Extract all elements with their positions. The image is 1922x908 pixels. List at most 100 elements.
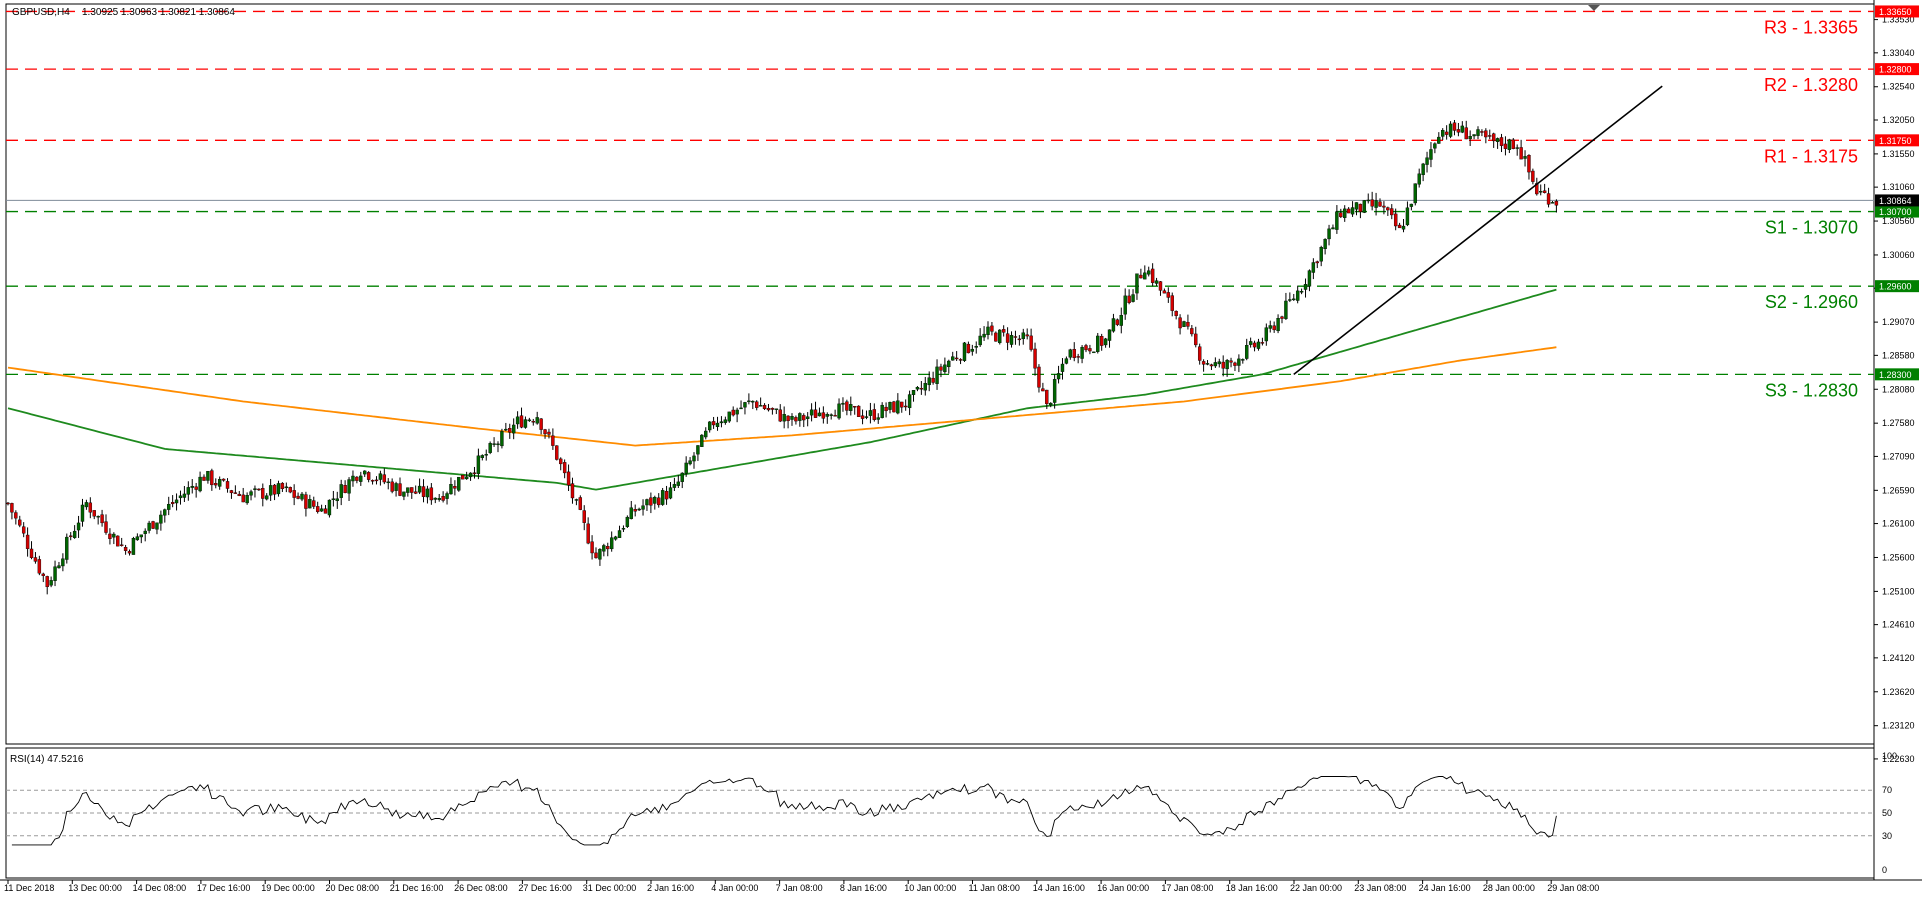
- price-tick-label-17: 1.25100: [1882, 586, 1915, 596]
- candle-bull: [1237, 358, 1241, 366]
- candle-bull: [704, 430, 708, 438]
- candle-bull: [217, 479, 222, 487]
- candle-bear: [1527, 155, 1531, 173]
- candle-bull: [492, 443, 496, 445]
- price-tick-label-14: 1.26590: [1882, 485, 1915, 495]
- candle-bear: [151, 521, 155, 529]
- moving-averages: [7, 288, 1557, 491]
- level-tag-0: 1.33650: [1879, 7, 1912, 17]
- candle-bear: [1084, 345, 1088, 351]
- candle-bear: [170, 502, 175, 505]
- candle-bear: [29, 548, 34, 558]
- candle-bear: [1099, 336, 1104, 346]
- candle-bear: [1503, 143, 1508, 149]
- candle-bull: [523, 419, 528, 428]
- candle-bull: [1182, 321, 1186, 327]
- candle-bear: [1072, 349, 1076, 358]
- candle-bull: [864, 416, 869, 418]
- candle-bear: [1546, 193, 1551, 205]
- candle-bear: [860, 415, 865, 419]
- candle-bear: [41, 573, 45, 576]
- price-tick-label-18: 1.24610: [1882, 620, 1915, 630]
- level-tag-5: 1.28300: [1879, 370, 1912, 380]
- candle-bull: [61, 558, 65, 567]
- candle-bull: [1080, 346, 1084, 359]
- candle-bull: [386, 481, 390, 484]
- candle-bull: [998, 329, 1002, 344]
- rsi-tick-label-2: 50: [1882, 808, 1892, 818]
- candle-bear: [18, 519, 22, 526]
- time-label-22: 24 Jan 16:00: [1419, 883, 1471, 893]
- candle-bull: [974, 346, 978, 348]
- candle-bull: [351, 475, 355, 482]
- trendline[interactable]: [1293, 85, 1663, 375]
- candle-bull: [1448, 123, 1453, 137]
- candle-bull: [437, 498, 441, 500]
- candle-bear: [551, 435, 555, 446]
- candle-bear: [1393, 213, 1398, 227]
- candle-bull: [692, 455, 696, 462]
- price-tick-label-5: 1.31060: [1882, 182, 1915, 192]
- candle-bear: [762, 404, 767, 410]
- candle-bear: [296, 495, 300, 499]
- candle-bull: [1409, 203, 1414, 207]
- candle-bull: [1147, 270, 1151, 275]
- candle-bear: [1005, 333, 1010, 343]
- candle-bull: [1217, 361, 1221, 365]
- candle-bull: [1441, 129, 1445, 137]
- scroll-marker-icon[interactable]: [1588, 5, 1600, 11]
- candle-bull: [751, 400, 755, 403]
- candle-bear: [229, 490, 234, 494]
- candle-bull: [1107, 329, 1112, 341]
- candle-bear: [606, 546, 610, 550]
- time-label-5: 20 Dec 08:00: [326, 883, 380, 893]
- candle-bear: [578, 497, 583, 510]
- candle-bear: [1029, 335, 1033, 350]
- candle-bull: [268, 485, 273, 496]
- sr-levels: R3 - 1.3365 R2 - 1.3280 R1 - 1.3175 S1 - 1.…: [6, 10, 1874, 400]
- rsi-line: [11, 775, 1557, 846]
- time-label-10: 2 Jan 16:00: [647, 883, 694, 893]
- candle-bull: [978, 335, 982, 346]
- current-price-tag: 1.30864: [1879, 196, 1912, 206]
- candle-bear: [966, 343, 971, 354]
- time-label-2: 14 Dec 08:00: [133, 883, 187, 893]
- time-label-15: 11 Jan 08:00: [969, 883, 1020, 893]
- candle-bull: [457, 476, 461, 491]
- candle-bull: [163, 509, 167, 516]
- candle-bear: [390, 481, 394, 492]
- candle-bull: [265, 495, 269, 500]
- candle-bull: [829, 414, 833, 416]
- level-label-3: S1 - 1.3070: [1765, 218, 1858, 238]
- candle-bear: [1174, 311, 1178, 316]
- price-tick-label-20: 1.23620: [1882, 687, 1915, 697]
- price-tick-label-9: 1.29070: [1882, 317, 1915, 327]
- time-label-23: 28 Jan 00:00: [1483, 883, 1535, 893]
- level-label-2: R1 - 1.3175: [1764, 146, 1858, 166]
- candle-bull: [65, 536, 69, 560]
- time-label-7: 26 Dec 08:00: [454, 883, 508, 893]
- candle-bull: [53, 566, 57, 581]
- candle-bull: [805, 416, 810, 419]
- candle-bull: [907, 394, 912, 409]
- candle-bull: [276, 483, 281, 495]
- time-label-4: 19 Dec 00:00: [261, 883, 315, 893]
- candle-bull: [159, 514, 163, 524]
- candle-bull: [464, 476, 469, 480]
- candle-bear: [21, 526, 26, 534]
- candle-bear: [990, 325, 994, 332]
- candle-bear: [856, 405, 861, 417]
- candle-bull: [1009, 335, 1014, 345]
- candle-bull: [139, 534, 143, 538]
- candle-bear: [1001, 329, 1006, 333]
- candle-bear: [45, 576, 49, 588]
- level-tag-5-bg: [1875, 368, 1919, 381]
- candle-bull: [688, 460, 692, 465]
- candle-bull: [178, 495, 183, 499]
- candle-bear: [1397, 224, 1402, 229]
- candle-bear: [1209, 364, 1214, 367]
- candle-bull: [602, 545, 606, 552]
- candle-bull: [406, 487, 410, 493]
- candle-bear: [69, 535, 73, 537]
- candle-bull: [739, 407, 743, 410]
